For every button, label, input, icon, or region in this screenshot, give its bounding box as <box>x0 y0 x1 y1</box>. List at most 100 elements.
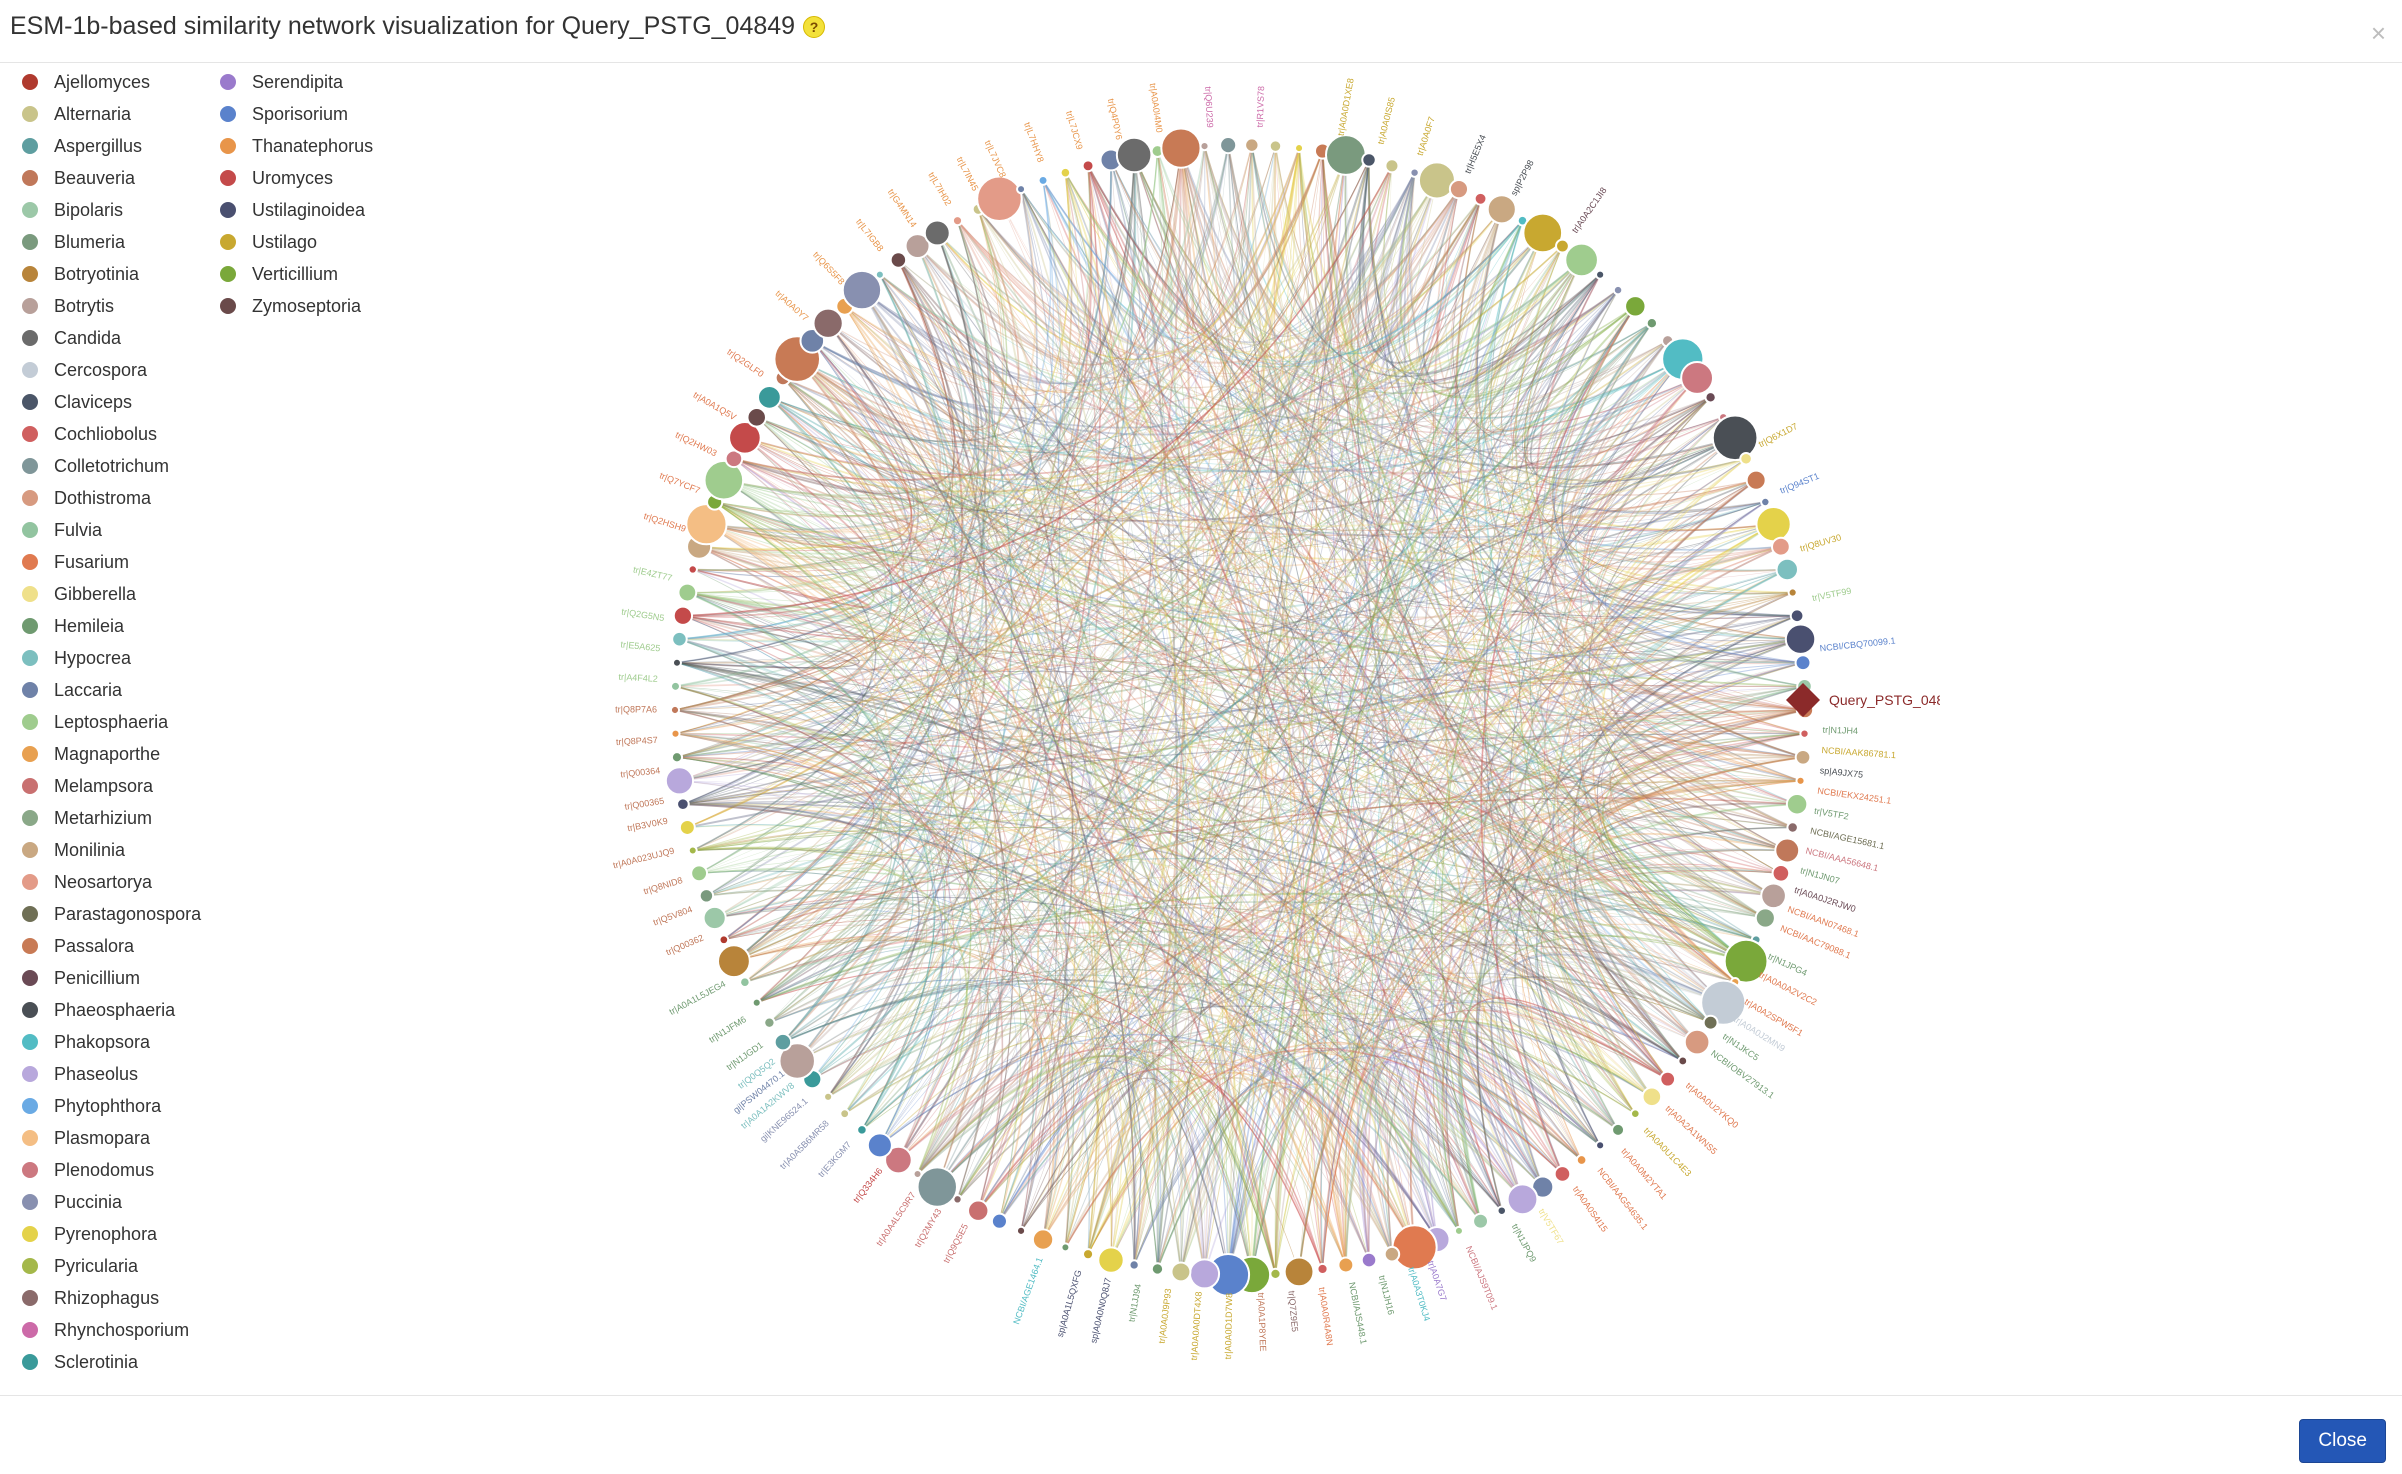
legend-item-ustilago[interactable]: Ustilago <box>220 226 373 258</box>
legend-item-passalora[interactable]: Passalora <box>22 930 201 962</box>
legend-item-pyricularia[interactable]: Pyricularia <box>22 1250 201 1282</box>
network-node[interactable] <box>1337 1256 1355 1274</box>
legend-item-beauveria[interactable]: Beauveria <box>22 162 201 194</box>
network-node[interactable] <box>746 407 767 428</box>
network-node[interactable] <box>670 728 681 739</box>
legend-item-verticillium[interactable]: Verticillium <box>220 258 373 290</box>
network-node[interactable] <box>702 905 727 931</box>
close-icon[interactable]: × <box>2370 18 2386 48</box>
legend-item-fulvia[interactable]: Fulvia <box>22 514 201 546</box>
network-node[interactable] <box>1789 608 1805 624</box>
network-node[interactable] <box>1700 979 1747 1026</box>
legend-item-gibberella[interactable]: Gibberella <box>22 578 201 610</box>
network-node[interactable] <box>874 269 885 280</box>
network-node[interactable] <box>1794 654 1812 672</box>
network-node[interactable] <box>1417 161 1456 200</box>
network-node[interactable] <box>1553 1165 1572 1183</box>
legend-item-melampsora[interactable]: Melampsora <box>22 770 201 802</box>
network-node[interactable] <box>1659 1070 1677 1088</box>
legend-item-ustilaginoidea[interactable]: Ustilaginoidea <box>220 194 373 226</box>
network-node[interactable] <box>884 1145 913 1175</box>
network-node[interactable] <box>1612 284 1624 296</box>
network-node[interactable] <box>671 657 682 668</box>
network-node[interactable] <box>1283 1256 1315 1288</box>
network-node[interactable] <box>1739 451 1753 466</box>
legend-item-metarhizium[interactable]: Metarhizium <box>22 802 201 834</box>
network-node[interactable] <box>1785 792 1809 816</box>
legend-item-bipolaris[interactable]: Bipolaris <box>22 194 201 226</box>
network-node[interactable] <box>1611 1122 1626 1137</box>
network-node[interactable] <box>839 1108 851 1120</box>
legend-item-laccaria[interactable]: Laccaria <box>22 674 201 706</box>
network-node[interactable] <box>1060 1242 1071 1253</box>
legend-item-neosartorya[interactable]: Neosartorya <box>22 866 201 898</box>
network-node[interactable] <box>1723 938 1769 984</box>
legend-item-blumeria[interactable]: Blumeria <box>22 226 201 258</box>
network-node[interactable] <box>1244 137 1260 153</box>
legend-item-parastagonospora[interactable]: Parastagonospora <box>22 898 201 930</box>
close-button[interactable]: Close <box>2299 1419 2386 1463</box>
network-node[interactable] <box>751 997 762 1008</box>
legend-item-sclerotinia[interactable]: Sclerotinia <box>22 1346 201 1378</box>
network-node[interactable] <box>1486 194 1517 225</box>
network-node[interactable] <box>912 1168 923 1179</box>
legend-item-puccinia[interactable]: Puccinia <box>22 1186 201 1218</box>
network-node[interactable] <box>1745 469 1767 491</box>
network-node[interactable] <box>1760 496 1771 508</box>
network-node[interactable] <box>687 845 698 856</box>
network-node[interactable] <box>1384 158 1400 174</box>
legend-item-plasmopara[interactable]: Plasmopara <box>22 1122 201 1154</box>
legend-item-plenodomus[interactable]: Plenodomus <box>22 1154 201 1186</box>
network-node[interactable] <box>1294 143 1305 154</box>
network-node[interactable] <box>889 251 908 269</box>
network-node[interactable] <box>1702 1014 1719 1031</box>
network-node[interactable] <box>763 1016 776 1029</box>
network-node[interactable] <box>728 420 762 455</box>
network-node[interactable] <box>687 564 698 575</box>
legend-item-botryotinia[interactable]: Botryotinia <box>22 258 201 290</box>
network-node[interactable] <box>1081 1248 1095 1261</box>
network-node[interactable] <box>1775 557 1799 582</box>
network-node[interactable] <box>1037 174 1049 186</box>
network-node[interactable] <box>1409 167 1420 178</box>
network-node[interactable] <box>1629 1108 1641 1120</box>
network-node[interactable] <box>1453 1225 1464 1236</box>
legend-item-sporisorium[interactable]: Sporisorium <box>220 98 373 130</box>
legend-item-fusarium[interactable]: Fusarium <box>22 546 201 578</box>
network-node[interactable] <box>823 1091 834 1102</box>
network-node[interactable] <box>1199 141 1210 152</box>
legend-item-candida[interactable]: Candida <box>22 322 201 354</box>
legend-item-rhynchosporium[interactable]: Rhynchosporium <box>22 1314 201 1346</box>
network-node[interactable] <box>670 751 684 764</box>
legend-item-colletotrichum[interactable]: Colletotrichum <box>22 450 201 482</box>
network-node[interactable] <box>1219 136 1238 155</box>
network-node[interactable] <box>1361 152 1377 168</box>
legend-item-claviceps[interactable]: Claviceps <box>22 386 201 418</box>
network-node[interactable] <box>1680 360 1715 395</box>
network-node[interactable] <box>1795 775 1806 786</box>
legend-item-phaeosphaeria[interactable]: Phaeosphaeria <box>22 994 201 1026</box>
network-node[interactable] <box>1015 1225 1027 1236</box>
network-node[interactable] <box>1677 1055 1689 1067</box>
network-node[interactable] <box>677 582 698 603</box>
network-node[interactable] <box>1188 1258 1221 1290</box>
legend-item-cochliobolus[interactable]: Cochliobolus <box>22 418 201 450</box>
network-node[interactable] <box>1575 1154 1588 1166</box>
legend-item-monilinia[interactable]: Monilinia <box>22 834 201 866</box>
network-node[interactable] <box>1595 269 1606 280</box>
network-node[interactable] <box>685 503 728 546</box>
legend-item-cercospora[interactable]: Cercospora <box>22 354 201 386</box>
network-node[interactable] <box>1269 1267 1282 1281</box>
network-node[interactable] <box>664 766 695 796</box>
network-node[interactable] <box>1448 179 1470 200</box>
network-node[interactable] <box>757 384 782 410</box>
network-node[interactable] <box>669 680 681 692</box>
similarity-network-graph[interactable]: Query_PSTG_04849NCBI/CBQ70099.1tr|V5TF99… <box>540 70 1940 1370</box>
network-node[interactable] <box>866 1132 893 1159</box>
network-node[interactable] <box>1081 159 1095 173</box>
network-node[interactable] <box>923 219 951 247</box>
network-node[interactable] <box>690 864 709 883</box>
legend-item-hypocrea[interactable]: Hypocrea <box>22 642 201 674</box>
network-node[interactable] <box>1799 728 1810 739</box>
legend-item-botrytis[interactable]: Botrytis <box>22 290 201 322</box>
